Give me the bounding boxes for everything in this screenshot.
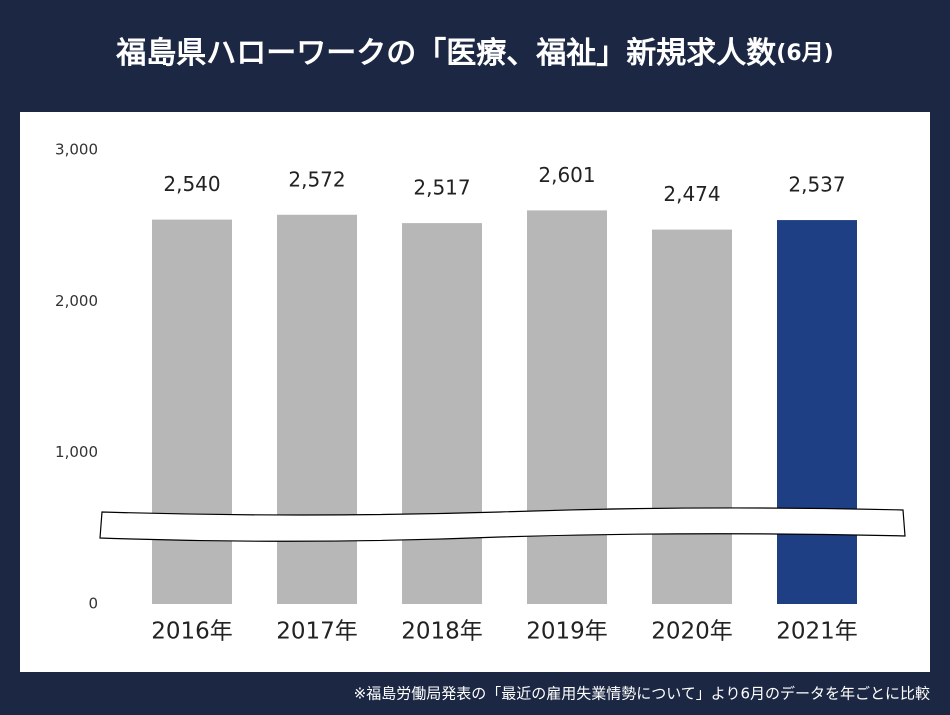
- footnote: ※福島労働局発表の「最近の雇用失業情勢について」より6月のデータを年ごとに比較: [354, 685, 930, 703]
- x-tick-label: 2020年: [651, 619, 733, 645]
- x-tick-label: 2019年: [526, 619, 608, 645]
- y-tick-label: 3,000: [55, 141, 98, 159]
- bar: [277, 214, 357, 604]
- bar: [402, 223, 482, 604]
- axis-break: [99, 507, 906, 542]
- value-label: 2,517: [413, 176, 470, 200]
- y-tick-label: 2,000: [55, 292, 98, 310]
- value-label: 2,540: [163, 172, 220, 196]
- value-label: 2,537: [788, 173, 845, 197]
- title-note: (6月): [776, 41, 833, 66]
- chart-title: 福島県ハローワークの「医療、福祉」新規求人数(6月): [115, 36, 833, 71]
- title-main: 福島県ハローワークの「医療、福祉」新規求人数: [115, 36, 777, 71]
- x-tick-label: 2017年: [276, 619, 358, 645]
- x-tick-label: 2016年: [151, 619, 233, 645]
- y-tick-label: 0: [88, 595, 98, 613]
- x-tick-label: 2018年: [401, 619, 483, 645]
- bar: [527, 210, 607, 604]
- x-tick-label: 2021年: [776, 619, 858, 645]
- value-label: 2,601: [538, 163, 595, 187]
- plot: 0 1,000 2,000 3,000 2016年 2,540 2017年 2,572 2018…: [55, 141, 858, 645]
- bar: [652, 229, 732, 605]
- bar: [152, 219, 232, 604]
- bar: [777, 220, 857, 605]
- value-label: 2,474: [663, 182, 720, 206]
- value-label: 2,572: [288, 167, 345, 191]
- y-tick-label: 1,000: [55, 443, 98, 461]
